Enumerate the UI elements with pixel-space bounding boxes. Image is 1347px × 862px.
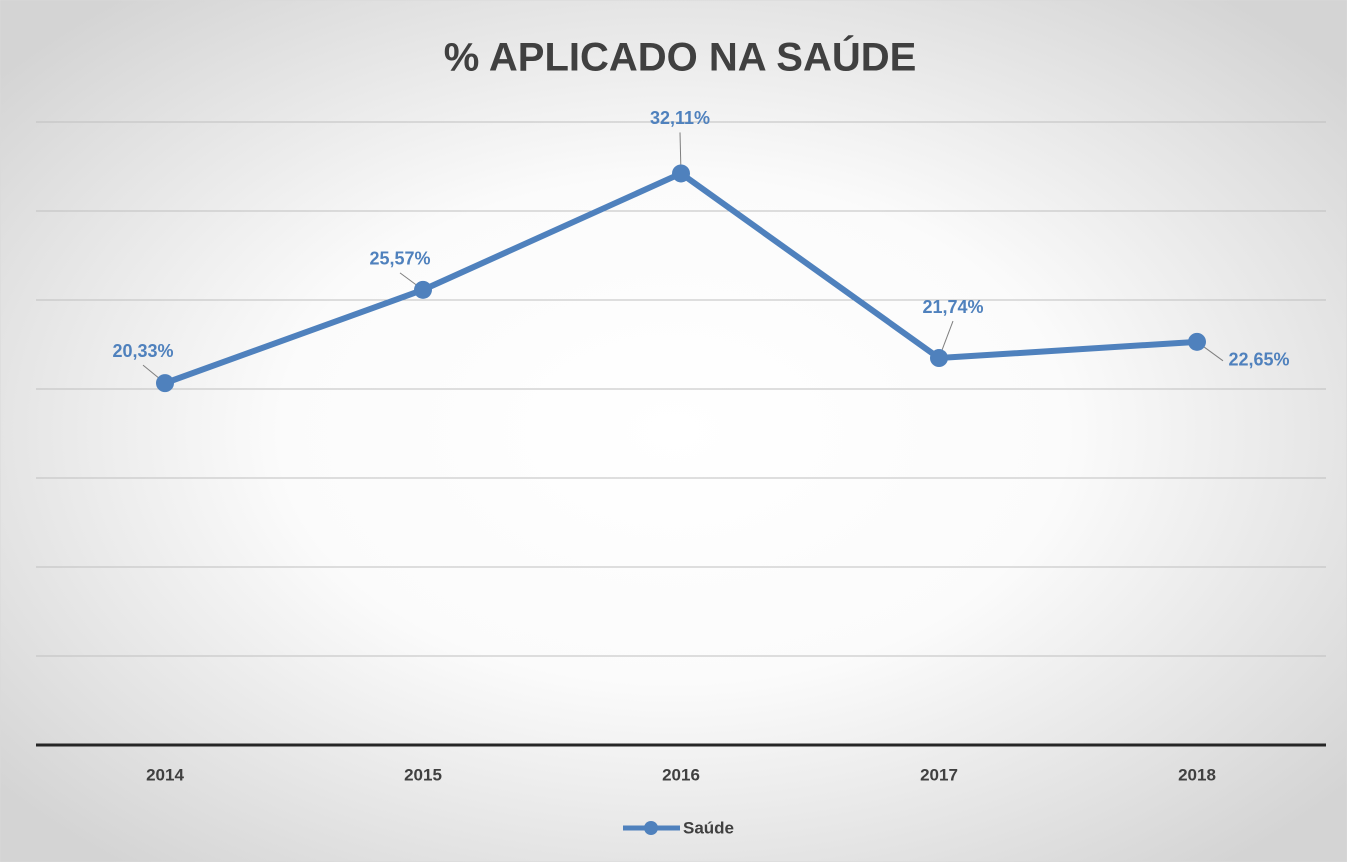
x-tick-label: 2016 <box>662 765 700 784</box>
marker <box>156 374 174 393</box>
marker <box>930 349 948 368</box>
x-tick-label: 2014 <box>146 765 184 784</box>
data-label: 21,74% <box>922 297 983 317</box>
marker <box>1188 332 1206 351</box>
x-tick-label: 2017 <box>920 765 958 784</box>
data-label: 25,57% <box>369 249 430 269</box>
marker <box>414 280 432 299</box>
marker <box>672 164 690 183</box>
data-label: 32,11% <box>650 108 710 128</box>
chart-title: % APLICADO NA SAÚDE <box>444 34 917 80</box>
x-tick-label: 2018 <box>1178 765 1216 784</box>
legend-label: Saúde <box>683 818 734 837</box>
legend-marker <box>644 821 658 835</box>
data-label: 20,33% <box>112 341 173 361</box>
x-tick-label: 2015 <box>404 765 442 784</box>
data-label: 22,65% <box>1228 350 1289 370</box>
